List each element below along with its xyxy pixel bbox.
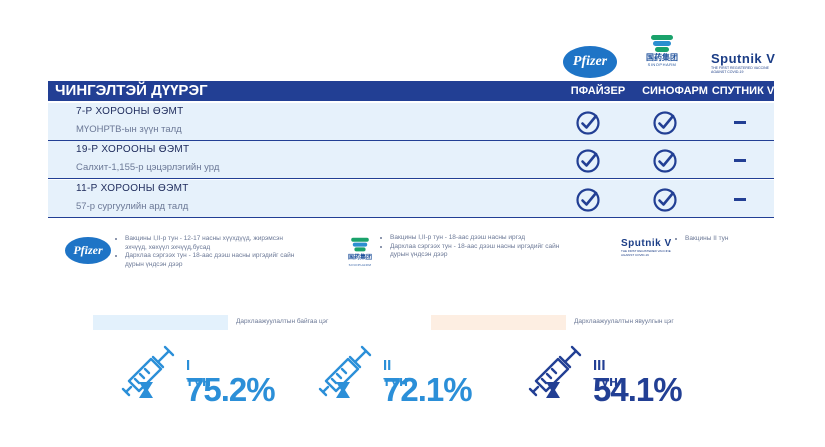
syringe-icon [314,345,374,405]
sputnik-note-logo: Sputnik V THE FIRST REGISTERED VACCINE A… [621,238,676,257]
pfizer-notes: Вакцины I,II-р тун - 12-17 насны хүүхдүү… [116,235,306,269]
clinic-address: 57-р сургуулийн ард талд [76,201,189,212]
sinopharm-note-logo: 国药集团 SINOPHARM [345,236,375,268]
sinopharm-note-item: Вакцины I,II-р тун - 18-аас дээш насны и… [390,234,571,243]
sinopharm-cn-text: 国药集团 [646,53,678,62]
check-icon [652,187,678,213]
legend-sending-label: Дархлаажуулалтын явуулгын цэг [574,318,674,325]
sinopharm-logo: 国药集团 SINOPHARM [642,35,682,67]
dash-icon [734,121,746,124]
sinopharm-note-en: SINOPHARM [348,263,372,267]
check-icon [652,110,678,136]
sputnik-logo: Sputnik V THE FIRST REGISTERED VACCINE A… [711,51,777,74]
column-pfizer: ПФАЙЗЕР [570,85,626,97]
table-row: 7-Р ХОРООНЫ ӨЭМТ МҮОНРТВ-ын зүүн талд [48,103,774,141]
column-sinopharm: СИНОФАРМ [642,85,708,97]
table-header: ЧИНГЭЛТЭЙ ДҮҮРЭГ ПФАЙЗЕР СИНОФАРМ СПУТНИ… [48,81,774,101]
table-row: 11-Р ХОРООНЫ ӨЭМТ 57-р сургуулийн ард тал… [48,180,774,218]
check-icon [575,148,601,174]
dose-label: II тун [383,357,409,390]
sinopharm-notes: Вакцины I,II-р тун - 18-аас дээш насны и… [381,234,571,260]
syringe-icon [524,345,584,405]
syringe-icon [117,345,177,405]
legend-available-label: Дархлаажуулалтын байгаа цэг [236,318,329,325]
dash-icon [734,198,746,201]
pfizer-logo-text: Pfizer [572,54,608,69]
legend-sending-swatch [431,315,566,330]
pfizer-note-logo-text: Pfizer [73,243,103,257]
sinopharm-note-mark-icon [351,237,369,252]
pfizer-logo: Pfizer [563,46,617,78]
pfizer-note-item: Дархлаа сэргээх тун - 18-аас дээш насны … [125,252,306,269]
dose-percent: 72.1% [383,371,473,408]
clinic-address: Салхит-1,155-р цэцэрлэгийн урд [76,162,220,173]
clinic-address: МҮОНРТВ-ын зүүн талд [76,124,182,135]
sputnik-note-logo-text: Sputnik V [621,238,672,249]
pfizer-note-logo: Pfizer [65,237,111,264]
check-icon [575,110,601,136]
check-icon [575,187,601,213]
dose-label: I тун [186,357,212,390]
pfizer-note-item: Вакцины I,II-р тун - 12-17 насны хүүхдүү… [125,235,306,252]
check-icon [652,148,678,174]
dose-label: III тун [593,357,619,390]
clinic-name: 19-Р ХОРООНЫ ӨЭМТ [76,144,190,155]
table-row: 19-Р ХОРООНЫ ӨЭМТ Салхит-1,155-р цэцэрлэг… [48,141,774,179]
sinopharm-mark-icon [651,35,673,53]
sputnik-note-logo-subtext: THE FIRST REGISTERED VACCINE AGAINST COV… [621,249,671,257]
dash-icon [734,159,746,162]
clinic-name: 11-Р ХОРООНЫ ӨЭМТ [76,183,189,194]
sinopharm-note-item: Дархлаа сэргээх тун - 18-аас дээш насны … [390,243,571,260]
dose-percent: 54.1% [593,371,683,408]
dose-percent: 75.2% [186,371,276,408]
sputnik-logo-subtext: THE FIRST REGISTERED VACCINE AGAINST COV… [711,66,770,74]
sinopharm-note-cn: 国药集团 [347,255,372,261]
sputnik-logo-text: Sputnik V [711,51,776,66]
district-title: ЧИНГЭЛТЭЙ ДҮҮРЭГ [55,82,208,99]
sputnik-notes: Вакцины II тун [676,235,776,244]
column-sputnik: СПУТНИК V [711,85,775,97]
sputnik-note-item: Вакцины II тун [685,235,776,244]
clinic-name: 7-Р ХОРООНЫ ӨЭМТ [76,106,184,117]
legend-available-swatch [93,315,228,330]
sinopharm-en-text: SINOPHARM [647,62,677,67]
